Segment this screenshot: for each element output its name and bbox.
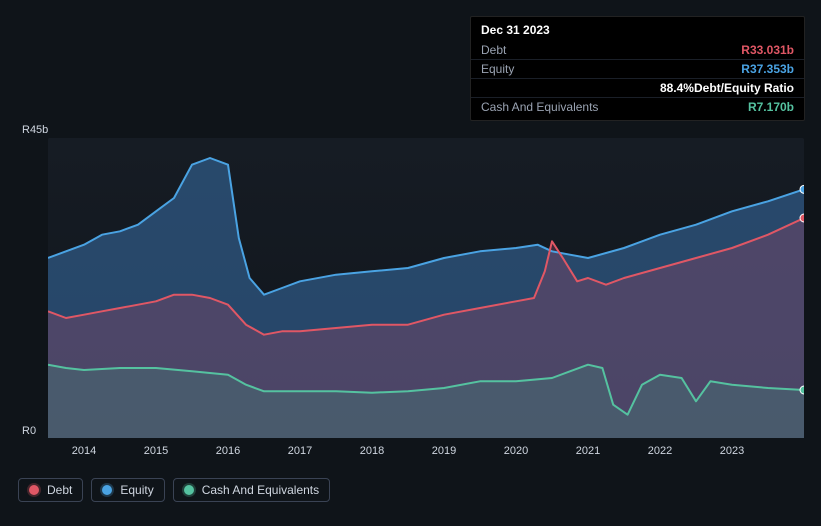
tooltip-row-label: Cash And Equivalents bbox=[481, 100, 748, 114]
x-tick: 2015 bbox=[144, 445, 168, 457]
debt-marker-icon bbox=[29, 485, 39, 495]
tooltip-row-suffix: Debt/Equity Ratio bbox=[694, 81, 794, 95]
x-tick: 2021 bbox=[576, 445, 600, 457]
x-tick: 2017 bbox=[288, 445, 312, 457]
x-tick: 2016 bbox=[216, 445, 240, 457]
tooltip-row-label bbox=[481, 81, 660, 95]
tooltip-row-label: Debt bbox=[481, 43, 741, 57]
legend: Debt Equity Cash And Equivalents bbox=[18, 478, 330, 502]
tooltip-row: EquityR37.353b bbox=[471, 60, 804, 79]
tooltip-row-value: R37.353b bbox=[741, 62, 794, 76]
legend-item-debt[interactable]: Debt bbox=[18, 478, 83, 502]
cash-end-marker bbox=[800, 386, 804, 394]
tooltip-row-value: R7.170b bbox=[748, 100, 794, 114]
legend-label: Cash And Equivalents bbox=[202, 483, 319, 497]
cash-marker-icon bbox=[184, 485, 194, 495]
y-axis-top-label: R45b bbox=[22, 124, 48, 136]
x-tick: 2018 bbox=[360, 445, 384, 457]
tooltip-panel: Dec 31 2023 DebtR33.031bEquityR37.353b88… bbox=[470, 16, 805, 121]
legend-label: Equity bbox=[120, 483, 153, 497]
legend-item-equity[interactable]: Equity bbox=[91, 478, 164, 502]
tooltip-date: Dec 31 2023 bbox=[471, 21, 804, 41]
x-tick: 2023 bbox=[720, 445, 744, 457]
tooltip-row: 88.4%Debt/Equity Ratio bbox=[471, 79, 804, 98]
equity-marker-icon bbox=[102, 485, 112, 495]
tooltip-row-label: Equity bbox=[481, 62, 741, 76]
tooltip-row: DebtR33.031b bbox=[471, 41, 804, 60]
tooltip-row: Cash And EquivalentsR7.170b bbox=[471, 98, 804, 116]
x-tick: 2014 bbox=[72, 445, 96, 457]
legend-label: Debt bbox=[47, 483, 72, 497]
legend-item-cash[interactable]: Cash And Equivalents bbox=[173, 478, 330, 502]
x-tick: 2019 bbox=[432, 445, 456, 457]
x-axis: 2014 2015 2016 2017 2018 2019 2020 2021 2022 2023 bbox=[48, 445, 804, 465]
y-axis-bottom-label: R0 bbox=[22, 425, 36, 437]
chart-plot-area[interactable] bbox=[48, 138, 804, 438]
chart-svg bbox=[48, 138, 804, 438]
x-tick: 2022 bbox=[648, 445, 672, 457]
tooltip-row-value: 88.4%Debt/Equity Ratio bbox=[660, 81, 794, 95]
x-tick: 2020 bbox=[504, 445, 528, 457]
debt-end-marker bbox=[800, 214, 804, 222]
equity-end-marker bbox=[800, 185, 804, 193]
tooltip-row-value: R33.031b bbox=[741, 43, 794, 57]
